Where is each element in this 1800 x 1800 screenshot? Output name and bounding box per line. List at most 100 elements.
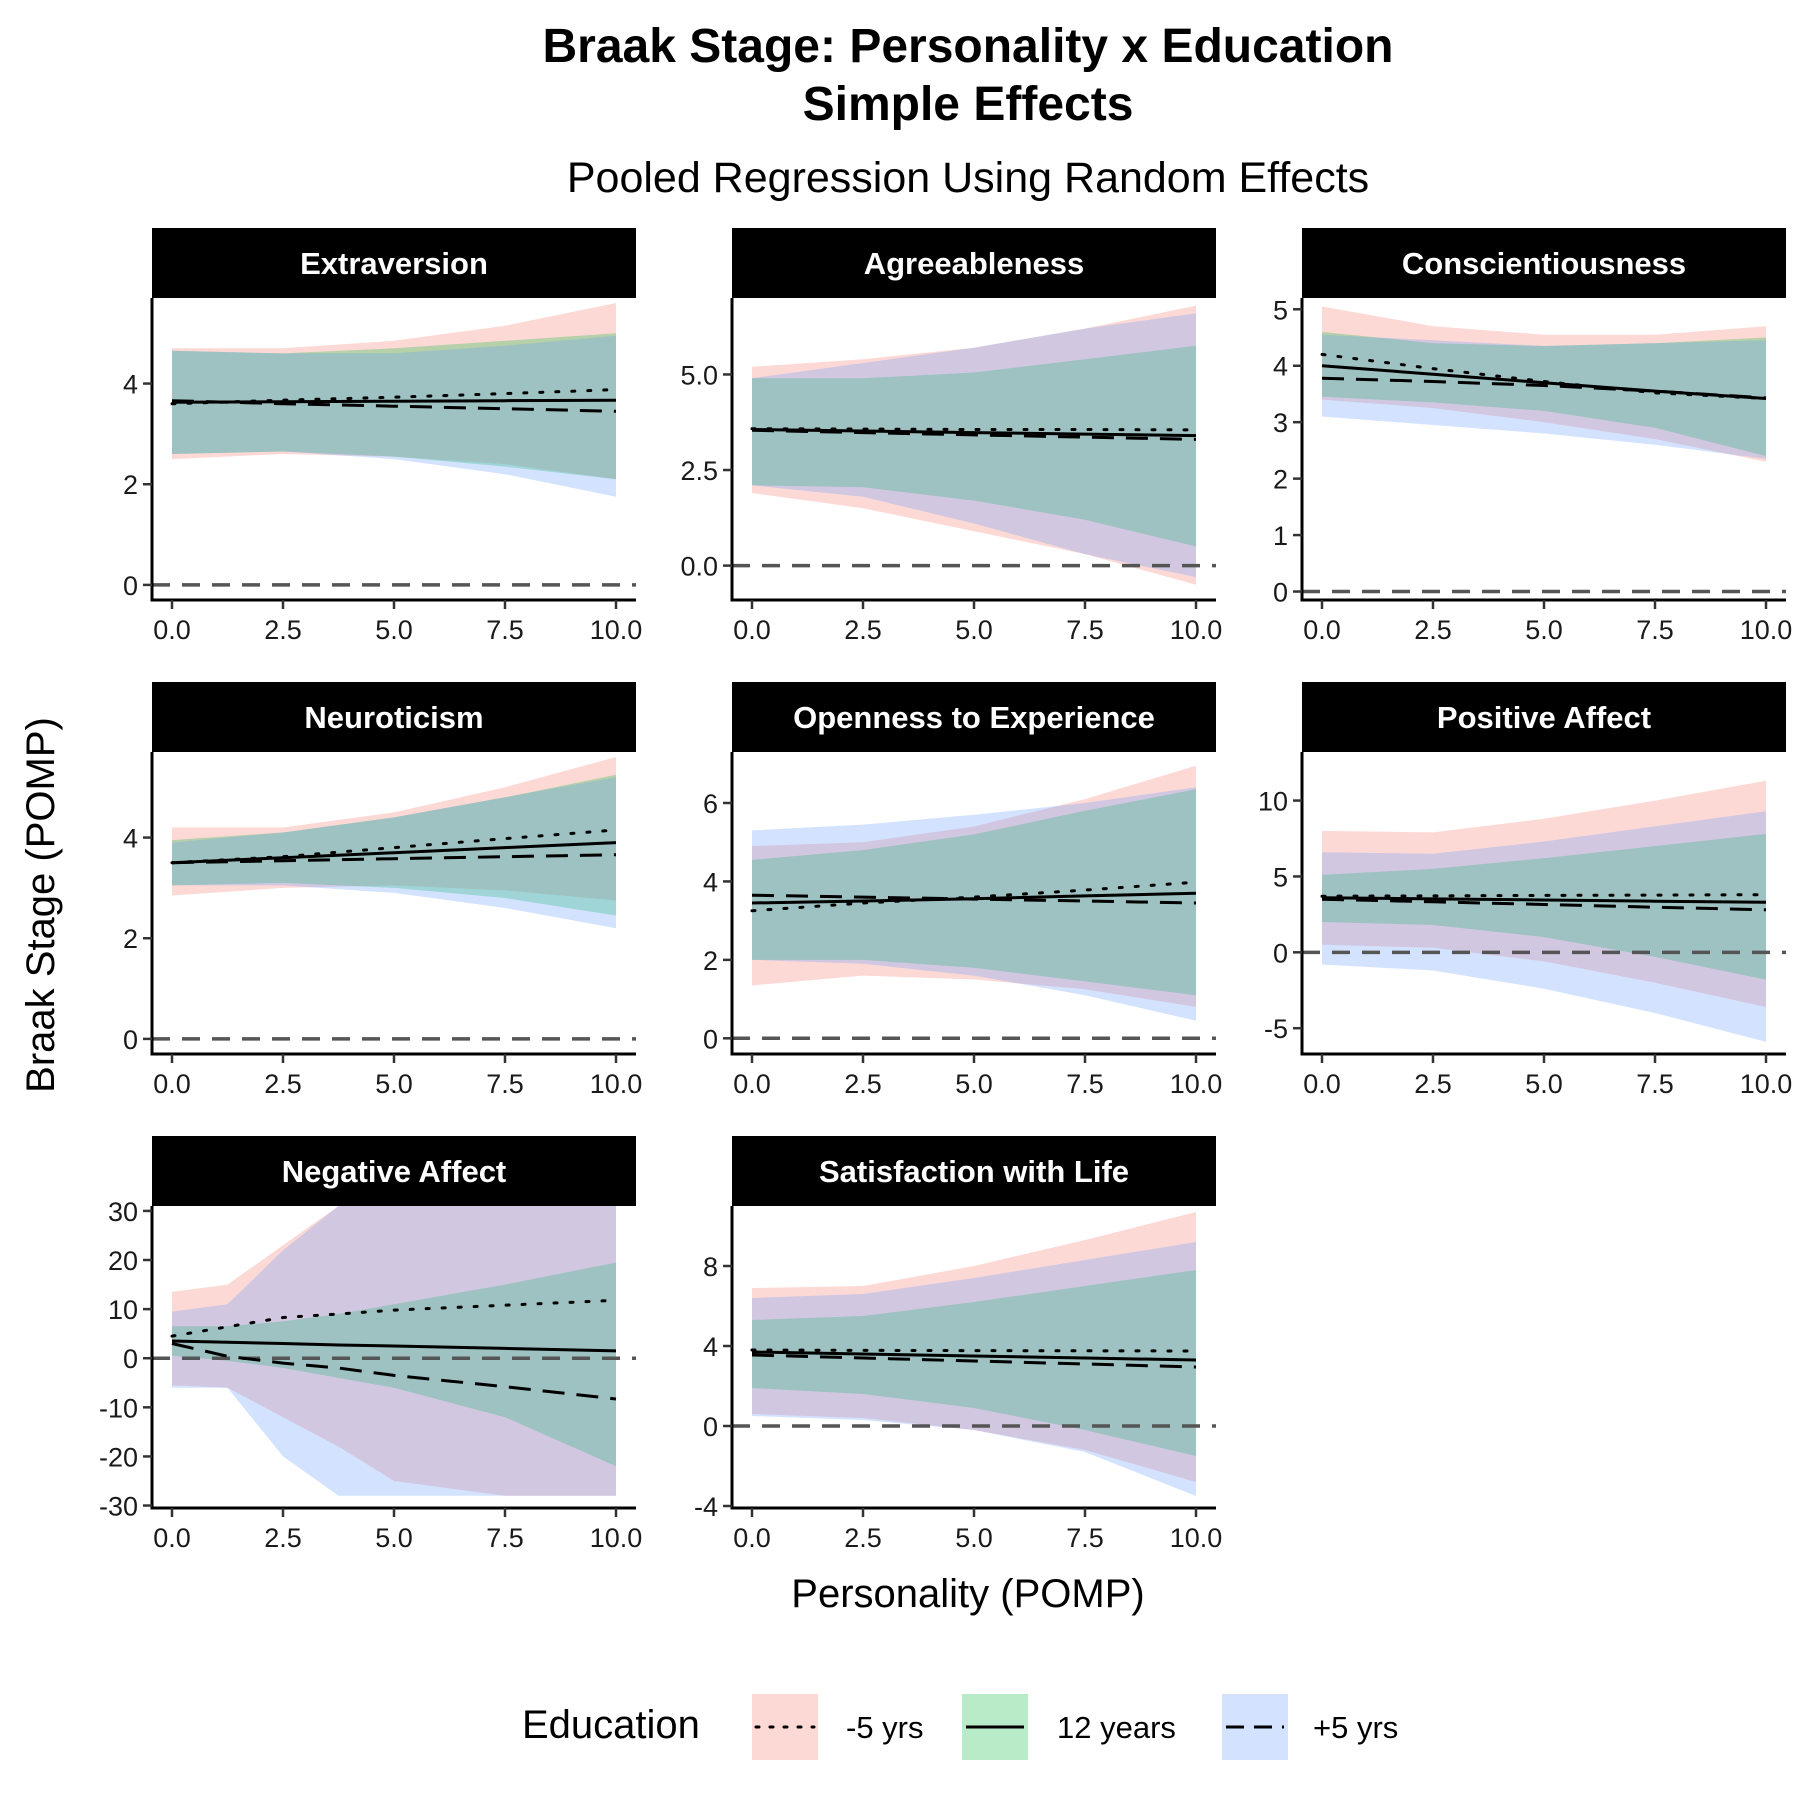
line-low-satisfaction-with-life xyxy=(750,1348,1198,1353)
legend-title: Education xyxy=(522,1703,700,1747)
ribbon-mid-neuroticism xyxy=(172,774,616,916)
y-tick-label-conscientiousness: 4 xyxy=(1273,352,1288,382)
y-tick-label-negative-affect: 20 xyxy=(108,1246,138,1276)
chart-title-line2: Simple Effects xyxy=(803,78,1134,131)
line-mid-conscientiousness xyxy=(1321,364,1767,400)
x-tick-label-negative-affect: 5.0 xyxy=(375,1523,413,1553)
x-tick-label-neuroticism: 5.0 xyxy=(375,1069,413,1099)
panel-extraversion: Extraversion 0 2 4 0.0 2.5 5.0 7.5 10.0 xyxy=(123,228,642,645)
y-tick-label-openness-to-experience: 0 xyxy=(703,1024,718,1054)
line-low-extraversion xyxy=(170,388,618,406)
plot-area-openness-to-experience xyxy=(732,765,1216,1041)
y-axis-title: Braak Stage (POMP) xyxy=(19,717,63,1093)
line-high-satisfaction-with-life xyxy=(751,1353,1197,1369)
x-tick-label-openness-to-experience: 5.0 xyxy=(955,1069,993,1099)
ribbon-mid-negative-affect xyxy=(172,1262,616,1467)
ribbon-high-conscientiousness xyxy=(1322,334,1766,459)
x-tick-label-negative-affect: 7.5 xyxy=(486,1523,524,1553)
x-tick-label-conscientiousness: 10.0 xyxy=(1740,615,1793,645)
ribbon-low-extraversion xyxy=(172,303,616,480)
x-tick-label-satisfaction-with-life: 10.0 xyxy=(1170,1523,1223,1553)
legend-label-low: -5 yrs xyxy=(846,1710,924,1745)
ribbon-high-extraversion xyxy=(172,335,616,497)
y-tick-label-conscientiousness: 2 xyxy=(1273,465,1288,495)
line-low-openness-to-experience xyxy=(750,880,1198,913)
y-tick-label-neuroticism: 4 xyxy=(123,824,138,854)
y-tick-label-negative-affect: 10 xyxy=(108,1295,138,1325)
y-tick-label-neuroticism: 2 xyxy=(123,924,138,954)
line-mid-neuroticism xyxy=(171,841,617,865)
x-tick-label-openness-to-experience: 7.5 xyxy=(1066,1069,1104,1099)
y-tick-label-conscientiousness: 1 xyxy=(1273,521,1288,551)
x-tick-label-satisfaction-with-life: 2.5 xyxy=(844,1523,882,1553)
x-tick-label-satisfaction-with-life: 5.0 xyxy=(955,1523,993,1553)
x-tick-label-conscientiousness: 5.0 xyxy=(1525,615,1563,645)
y-tick-label-negative-affect: -20 xyxy=(99,1442,138,1472)
y-tick-label-negative-affect: 30 xyxy=(108,1197,138,1227)
ribbon-high-agreeableness xyxy=(752,313,1196,578)
plot-area-extraversion xyxy=(152,303,636,587)
line-mid-satisfaction-with-life xyxy=(751,1350,1197,1362)
y-tick-label-negative-affect: -10 xyxy=(99,1393,138,1423)
ribbon-mid-positive-affect xyxy=(1322,833,1766,980)
x-tick-label-extraversion: 2.5 xyxy=(264,615,302,645)
panel-satisfaction-with-life: Satisfaction with Life -4 0 4 8 0.0 2.5 5.0 7.5 1… xyxy=(694,1136,1222,1553)
plot-area-positive-affect xyxy=(1302,780,1786,1042)
x-tick-label-extraversion: 0.0 xyxy=(153,615,191,645)
x-tick-label-openness-to-experience: 0.0 xyxy=(733,1069,771,1099)
y-tick-label-positive-affect: 0 xyxy=(1273,938,1288,968)
plot-area-negative-affect xyxy=(152,1206,636,1496)
x-tick-label-neuroticism: 7.5 xyxy=(486,1069,524,1099)
ribbon-low-neuroticism xyxy=(172,757,616,901)
y-tick-label-positive-affect: -5 xyxy=(1264,1014,1288,1044)
ribbon-high-satisfaction-with-life xyxy=(752,1242,1196,1496)
x-tick-label-neuroticism: 10.0 xyxy=(590,1069,643,1099)
line-high-neuroticism xyxy=(171,853,617,865)
y-tick-label-openness-to-experience: 6 xyxy=(703,789,718,819)
strip-satisfaction-with-life xyxy=(732,1136,1216,1206)
x-tick-label-positive-affect: 2.5 xyxy=(1414,1069,1452,1099)
panel-negative-affect: Negative Affect -30 -20 -10 0 10 20 30 0.0 2.5 5.0… xyxy=(99,1136,642,1553)
strip-label-extraversion: Extraversion xyxy=(300,246,488,281)
y-tick-label-neuroticism: 0 xyxy=(123,1025,138,1055)
y-tick-label-agreeableness: 5.0 xyxy=(680,360,718,390)
strip-conscientiousness xyxy=(1302,228,1786,298)
chart-subtitle: Pooled Regression Using Random Effects xyxy=(567,154,1369,202)
x-tick-label-neuroticism: 0.0 xyxy=(153,1069,191,1099)
x-tick-label-agreeableness: 7.5 xyxy=(1066,615,1104,645)
strip-extraversion xyxy=(152,228,636,298)
strip-label-conscientiousness: Conscientiousness xyxy=(1402,246,1686,281)
ribbon-high-openness-to-experience xyxy=(752,787,1196,1021)
y-tick-label-openness-to-experience: 2 xyxy=(703,946,718,976)
x-tick-label-positive-affect: 7.5 xyxy=(1636,1069,1674,1099)
x-tick-label-agreeableness: 10.0 xyxy=(1170,615,1223,645)
y-tick-label-negative-affect: -30 xyxy=(99,1492,138,1522)
x-tick-label-agreeableness: 2.5 xyxy=(844,615,882,645)
x-tick-label-negative-affect: 2.5 xyxy=(264,1523,302,1553)
x-tick-label-satisfaction-with-life: 0.0 xyxy=(733,1523,771,1553)
ribbon-mid-satisfaction-with-life xyxy=(752,1270,1196,1456)
ribbon-low-negative-affect xyxy=(172,1206,616,1496)
ribbon-low-openness-to-experience xyxy=(752,765,1196,1007)
legend-label-high: +5 yrs xyxy=(1313,1710,1398,1745)
line-low-negative-affect xyxy=(170,1298,618,1338)
line-high-positive-affect xyxy=(1321,897,1767,912)
plot-area-agreeableness xyxy=(732,305,1216,585)
y-tick-label-conscientiousness: 3 xyxy=(1273,408,1288,438)
strip-label-satisfaction-with-life: Satisfaction with Life xyxy=(819,1154,1129,1189)
strip-positive-affect xyxy=(1302,682,1786,752)
line-high-openness-to-experience xyxy=(751,893,1197,905)
line-mid-positive-affect xyxy=(1321,896,1767,904)
strip-negative-affect xyxy=(152,1136,636,1206)
ribbon-mid-conscientiousness xyxy=(1322,331,1766,457)
ribbon-low-positive-affect xyxy=(1322,780,1766,1007)
y-tick-label-satisfaction-with-life: -4 xyxy=(694,1492,718,1522)
line-low-agreeableness xyxy=(750,427,1198,432)
x-tick-label-extraversion: 7.5 xyxy=(486,615,524,645)
ribbon-high-positive-affect xyxy=(1322,811,1766,1042)
y-tick-label-satisfaction-with-life: 8 xyxy=(703,1252,718,1282)
chart-title-line1: Braak Stage: Personality x Education xyxy=(543,20,1394,73)
x-tick-label-extraversion: 10.0 xyxy=(590,615,643,645)
